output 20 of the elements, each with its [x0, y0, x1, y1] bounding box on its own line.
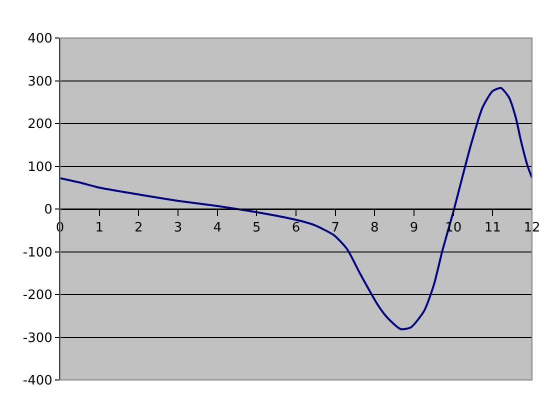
- y-tick-label: 200: [28, 117, 52, 132]
- y-tick-label: -100: [22, 245, 52, 260]
- y-tick-label: -200: [22, 288, 52, 304]
- y-tick-label: -400: [22, 374, 52, 389]
- x-tick-label: 8: [370, 220, 379, 236]
- x-tick-label: 2: [134, 220, 143, 236]
- y-tick-label: -300: [22, 330, 52, 346]
- y-tick-label: 100: [28, 160, 52, 175]
- x-tick-label: 6: [292, 220, 300, 236]
- x-tick-label: 11: [484, 220, 501, 236]
- y-tick-label: 400: [28, 32, 52, 47]
- y-tick-label: 300: [28, 74, 52, 90]
- x-tick-label: 4: [213, 220, 222, 236]
- x-tick-label: 7: [331, 220, 340, 236]
- x-tick-label: 3: [174, 220, 182, 236]
- x-tick-label: 1: [95, 220, 104, 236]
- x-tick-label: 5: [252, 220, 261, 236]
- x-tick-label: 12: [524, 220, 540, 236]
- y-tick-label: 0: [44, 202, 52, 218]
- x-tick-label: 9: [410, 220, 418, 236]
